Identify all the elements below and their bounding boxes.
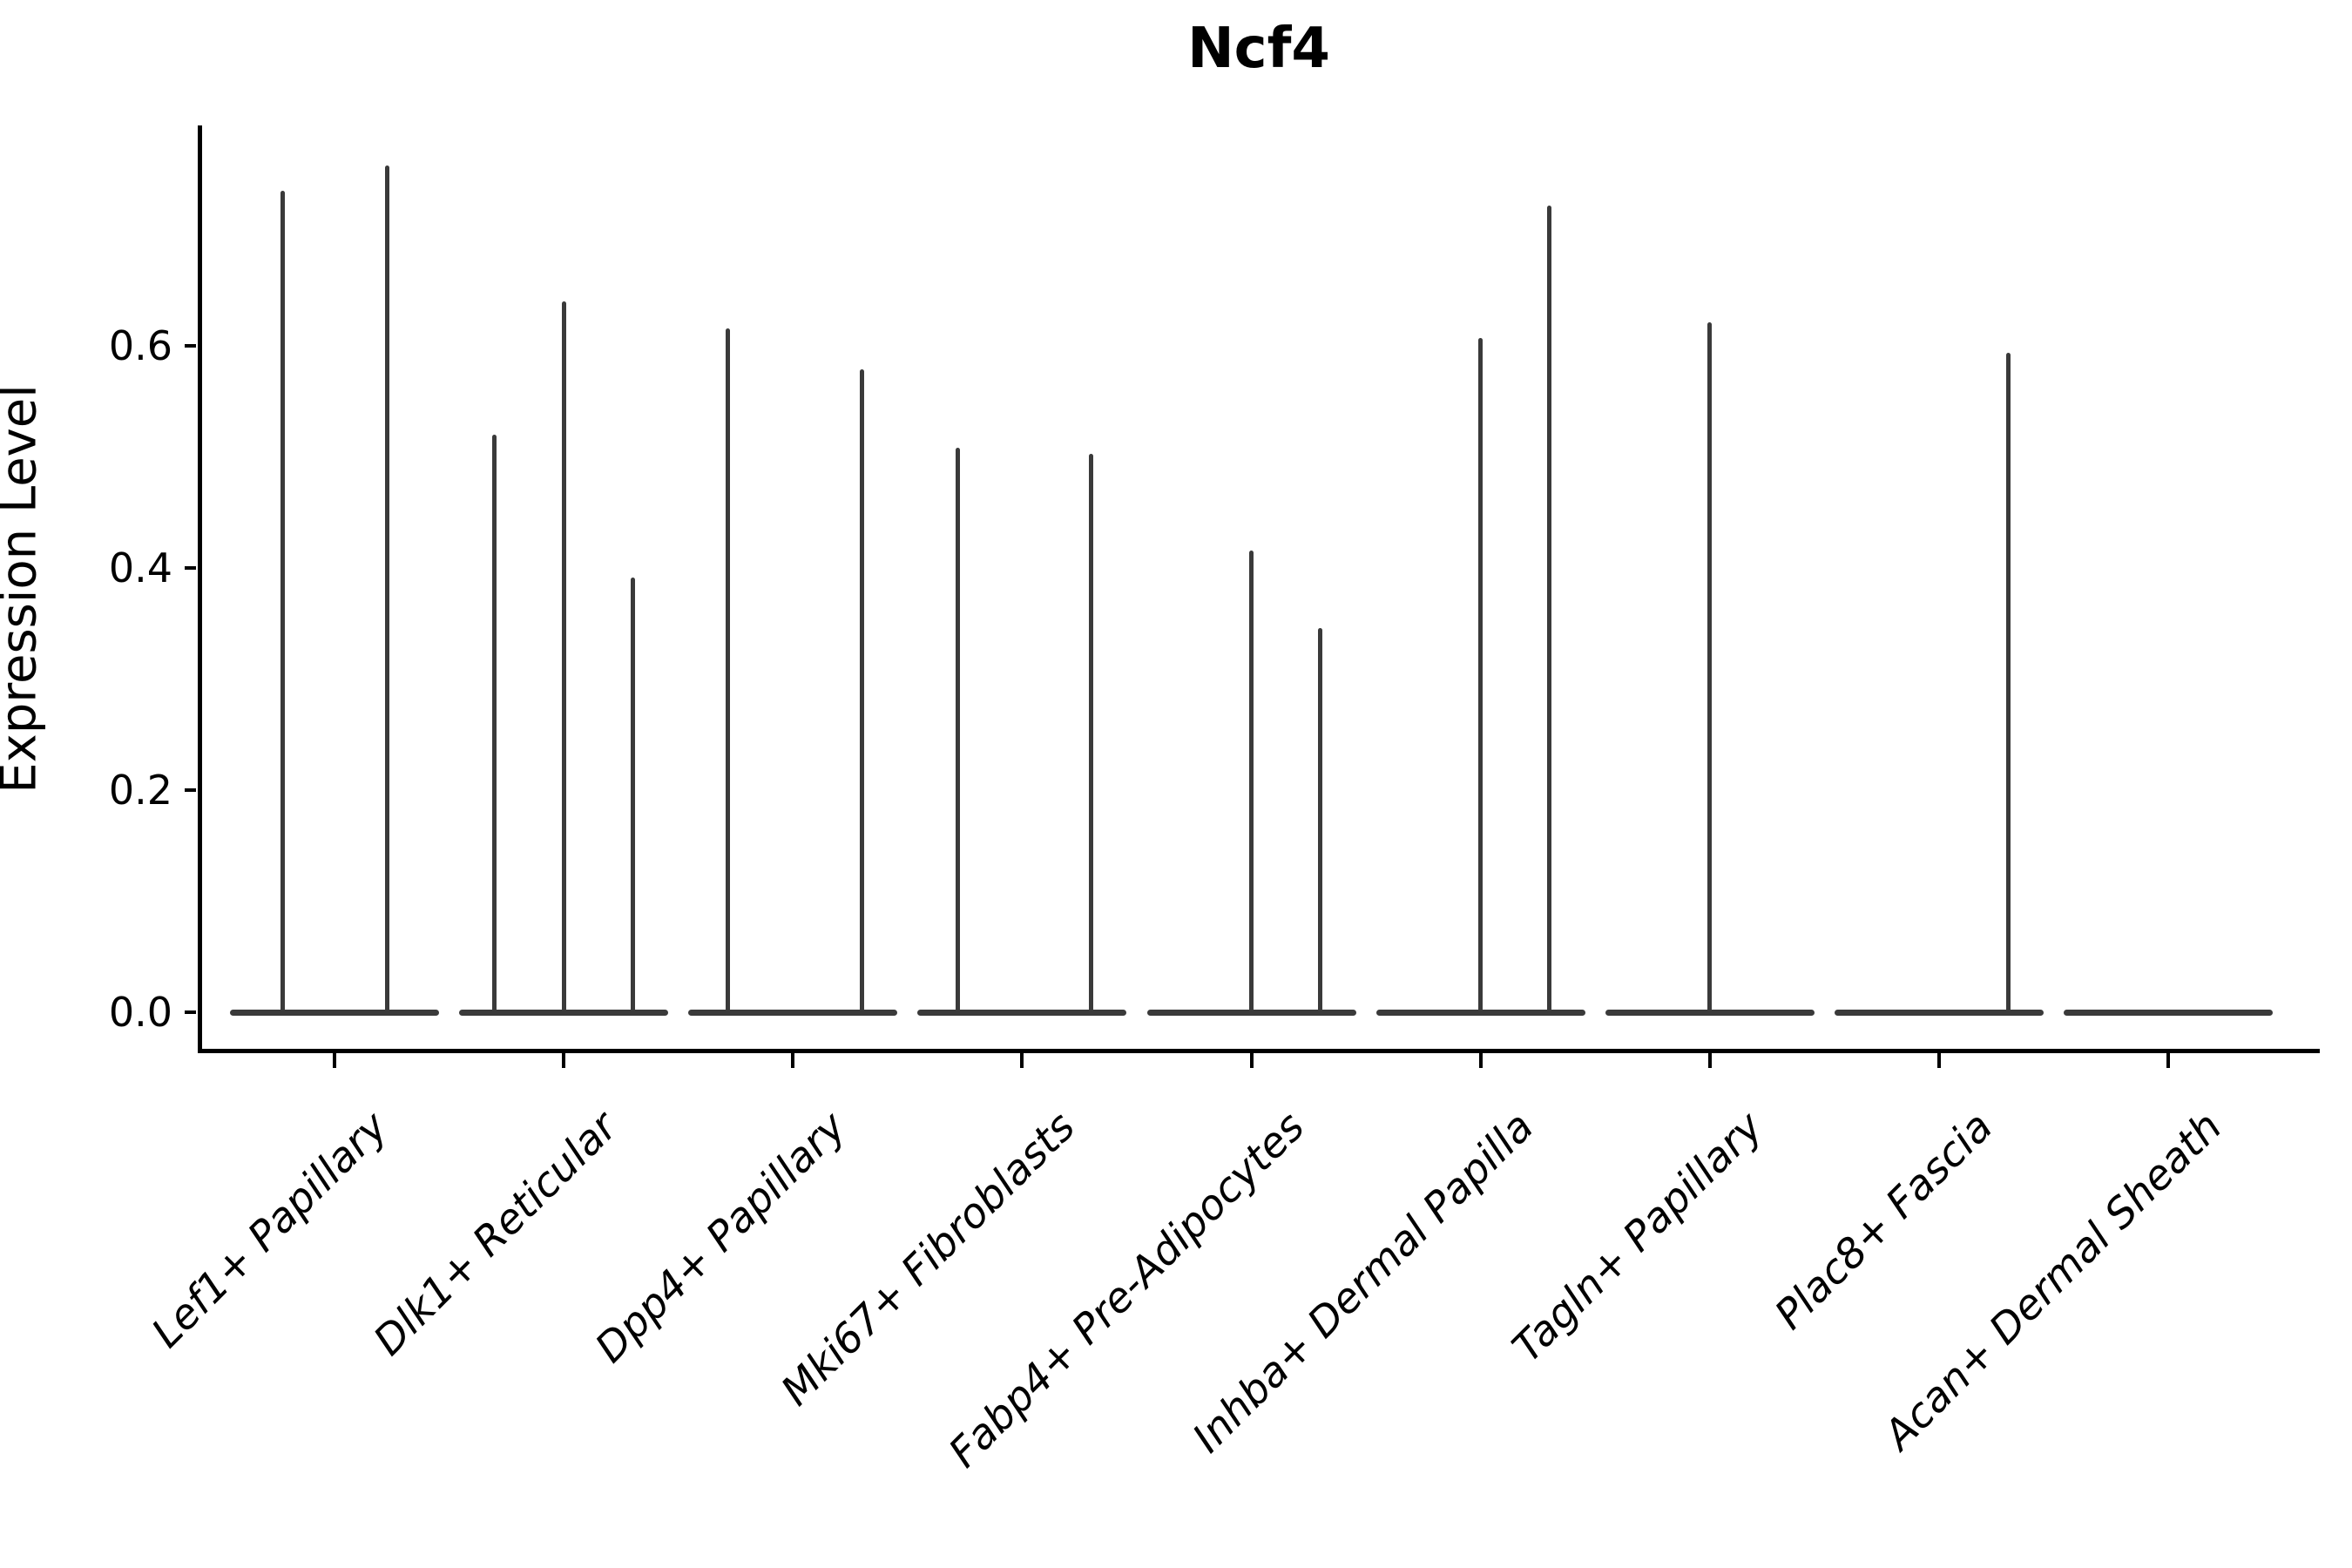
y-tick-mark bbox=[185, 344, 196, 348]
violin-spike bbox=[1089, 453, 1094, 1014]
y-tick-label: 0.0 bbox=[108, 989, 172, 1036]
plot-area bbox=[198, 125, 2320, 1053]
x-tick-mark bbox=[1249, 1053, 1254, 1068]
violin-spike bbox=[1249, 550, 1254, 1014]
violin-spike bbox=[384, 166, 389, 1014]
x-tick-mark bbox=[1020, 1053, 1024, 1068]
y-tick-mark bbox=[185, 566, 196, 570]
violin-spike bbox=[1547, 206, 1552, 1014]
y-tick-label: 0.2 bbox=[108, 767, 172, 814]
violin-body bbox=[1834, 1009, 2044, 1016]
violin-body bbox=[917, 1009, 1127, 1016]
chart-title: Ncf4 bbox=[1187, 17, 1330, 81]
violin-spike bbox=[561, 301, 566, 1014]
x-tick-mark bbox=[1707, 1053, 1712, 1068]
x-tick-mark bbox=[2166, 1053, 2171, 1068]
violin-body bbox=[230, 1009, 439, 1016]
x-tick-mark bbox=[1936, 1053, 1941, 1068]
violin-spike bbox=[2005, 352, 2011, 1014]
y-tick-label: 0.4 bbox=[108, 544, 172, 591]
x-tick-label: Lef1+ Papillary bbox=[142, 1103, 397, 1358]
violin-body bbox=[688, 1009, 898, 1016]
x-tick-mark bbox=[791, 1053, 795, 1068]
violin-spike bbox=[1478, 338, 1484, 1014]
x-tick-mark bbox=[562, 1053, 566, 1068]
x-tick-label: Dpp4+ Papillary bbox=[586, 1103, 856, 1373]
x-tick-mark bbox=[1478, 1053, 1483, 1068]
x-tick-label: Dlk1+ Reticular bbox=[364, 1103, 627, 1365]
violin-spike bbox=[1707, 322, 1713, 1014]
x-tick-label: Tagln+ Papillary bbox=[1503, 1103, 1773, 1372]
violin-spike bbox=[1318, 627, 1323, 1014]
violin-spike bbox=[630, 578, 635, 1014]
x-tick-label: Plac8+ Fascia bbox=[1765, 1103, 2002, 1340]
violin-spike bbox=[726, 328, 731, 1014]
violin-spike bbox=[859, 368, 864, 1014]
y-tick-label: 0.6 bbox=[108, 322, 172, 369]
violin-spike bbox=[492, 435, 497, 1014]
y-tick-mark bbox=[185, 788, 196, 792]
violin-body bbox=[2064, 1009, 2274, 1016]
y-axis-label: Expression Level bbox=[0, 384, 48, 794]
violin-spike bbox=[280, 190, 285, 1014]
x-tick-mark bbox=[333, 1053, 336, 1068]
y-tick-mark bbox=[185, 1010, 196, 1014]
violin-spike bbox=[955, 448, 960, 1014]
